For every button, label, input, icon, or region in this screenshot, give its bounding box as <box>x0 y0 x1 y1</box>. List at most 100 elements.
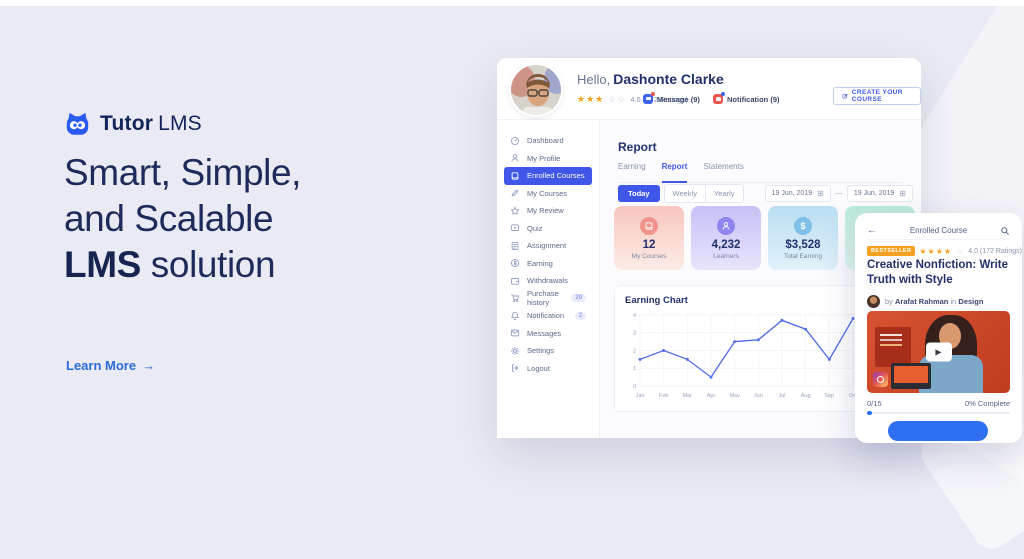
sidebar-item-withdrawals[interactable]: Withdrawals <box>504 272 592 290</box>
pill-weekly[interactable]: Weekly <box>672 189 697 198</box>
svg-text:Aug: Aug <box>801 393 811 399</box>
svg-text:2: 2 <box>633 348 636 354</box>
tab-report[interactable]: Report <box>661 162 688 183</box>
tab-earning[interactable]: Earning <box>618 162 646 171</box>
rating-text: 4.6 (172 Ratings) <box>630 95 688 104</box>
sidebar-item-label: Earning <box>527 258 553 268</box>
wallet-icon <box>510 276 520 286</box>
byline-text: by Arafat Rahman in Design <box>885 297 984 306</box>
sidebar-item-dashboard[interactable]: Dashboard <box>504 132 592 150</box>
sidebar-item-my-profile[interactable]: My Profile <box>504 150 592 168</box>
report-tabs: Earning Report Statements <box>618 162 903 183</box>
notification-badge: 2 <box>574 311 586 320</box>
purchase-history-badge: 29 <box>571 294 586 303</box>
play-button[interactable]: ▶ <box>925 342 952 362</box>
earning-chart-card: Earning Chart Jan Feb Mar Apr May Jun Jul Aug Se… <box>614 285 870 412</box>
bestseller-badge: BESTSELLER <box>867 246 916 256</box>
stat-label: Total Earning <box>784 252 822 260</box>
sidebar-item-label: Withdrawals <box>527 276 568 286</box>
stat-value: $3,528 <box>785 238 821 251</box>
pill-yearly[interactable]: Yearly <box>704 185 743 202</box>
svg-text:Sep: Sep <box>824 393 834 399</box>
pencil-icon <box>510 188 520 198</box>
tab-statements[interactable]: Statements <box>703 162 744 171</box>
greeting: Hello, Dashonte Clarke <box>577 71 724 87</box>
course-meta: BESTSELLER ★★★★ ☆ 4.0 (172 Ratings) <box>867 246 1022 256</box>
sidebar-item-label: My Profile <box>527 153 561 163</box>
date-range-dash: — <box>834 189 843 198</box>
message-label: Message (9) <box>657 94 700 104</box>
svg-text:1: 1 <box>633 366 636 372</box>
sidebar-item-label: My Courses <box>527 188 568 198</box>
svg-text:May: May <box>729 393 740 399</box>
star-icons-filled: ★★★ <box>577 94 605 104</box>
sidebar-item-enrolled-courses[interactable]: Enrolled Courses <box>504 167 592 185</box>
svg-text:4: 4 <box>633 313 636 319</box>
create-course-label: CREATE YOUR COURSE <box>851 89 903 103</box>
dollar-circle-icon <box>510 258 520 268</box>
range-pills: Today Weekly Yearly <box>618 184 744 203</box>
sidebar-item-messages[interactable]: Messages <box>504 325 592 343</box>
notification-link[interactable]: Notification (9) <box>713 92 780 104</box>
sidebar-item-label: Enrolled Courses <box>527 171 585 181</box>
document-icon <box>510 241 520 251</box>
brand-logo: Tutor LMS <box>64 110 202 137</box>
star-icon <box>510 206 520 216</box>
svg-text:0: 0 <box>633 384 636 390</box>
brand-name: Tutor LMS <box>100 111 202 135</box>
sidebar-item-label: My Review <box>527 206 564 216</box>
learn-more-label: Learn More <box>66 358 137 373</box>
learn-more-link[interactable]: Learn More → <box>66 358 155 373</box>
dashboard-icon <box>510 136 520 146</box>
sidebar-item-purchase-history[interactable]: Purchase history 29 <box>504 289 592 308</box>
sidebar-item-my-review[interactable]: My Review <box>504 202 592 220</box>
stat-value: 12 <box>642 238 656 251</box>
sidebar-item-earning[interactable]: Earning <box>504 255 592 273</box>
bell-icon <box>510 311 520 321</box>
sidebar-item-logout[interactable]: Logout <box>504 360 592 378</box>
svg-text:Feb: Feb <box>659 393 668 399</box>
course-category: Design <box>958 297 984 306</box>
stat-label: My Courses <box>631 252 667 260</box>
dollar-icon: $ <box>794 216 812 235</box>
sidebar-item-my-courses[interactable]: My Courses <box>504 185 592 203</box>
dashboard-panel: Hello, Dashonte Clarke ★★★ ☆☆ 4.6 (172 Rat… <box>497 58 921 438</box>
headline-line3: LMS solution <box>64 244 276 285</box>
sidebar-item-quiz[interactable]: Quiz <box>504 220 592 238</box>
svg-text:Apr: Apr <box>707 393 716 399</box>
progress-bar-fill <box>867 411 872 415</box>
sidebar-item-label: Settings <box>527 346 555 356</box>
create-course-button[interactable]: CREATE YOUR COURSE <box>833 87 921 105</box>
stat-value: 4,232 <box>711 238 741 251</box>
search-icon[interactable] <box>1000 226 1010 236</box>
user-rating: ★★★ ☆☆ 4.6 (172 Ratings) <box>577 94 688 105</box>
svg-text:Mar: Mar <box>683 393 693 399</box>
calendar-icon: ⊞ <box>899 189 906 198</box>
svg-text:Jan: Jan <box>636 393 645 399</box>
earning-chart-title: Earning Chart <box>625 295 688 306</box>
instagram-icon <box>873 372 888 387</box>
report-filters: Today Weekly Yearly 19 Jun, 2019 ⊞ — 19 … <box>618 184 913 203</box>
progress-count: 0/15 <box>867 399 882 408</box>
sidebar-item-settings[interactable]: Settings <box>504 342 592 360</box>
sidebar-item-label: Purchase history <box>527 289 559 308</box>
date-from-input[interactable]: 19 Jun, 2019 ⊞ <box>764 185 831 202</box>
stat-card-learners: 4,232 Learners <box>691 206 761 270</box>
progress-row: 0/15 0% Complete <box>867 399 1010 408</box>
svg-text:3: 3 <box>633 331 636 337</box>
sidebar-item-notification[interactable]: Notification 2 <box>504 307 592 325</box>
stat-label: Learners <box>713 252 739 260</box>
back-arrow-icon[interactable]: ← <box>867 225 877 236</box>
continue-button[interactable] <box>888 421 988 441</box>
progress-bar[interactable] <box>867 411 1010 415</box>
message-link[interactable]: Message (9) <box>643 92 700 104</box>
stat-card-total-earning: $ $3,528 Total Earning <box>768 206 838 270</box>
pill-today[interactable]: Today <box>618 185 660 202</box>
gear-icon <box>510 346 520 356</box>
quiz-icon <box>510 223 520 233</box>
date-to-input[interactable]: 19 Jun, 2019 ⊞ <box>846 185 913 202</box>
sidebar-item-assignment[interactable]: Assignment <box>504 237 592 255</box>
course-rating-text: 4.0 (172 Ratings) <box>968 247 1022 255</box>
course-card-header: ← Enrolled Course <box>867 222 1010 240</box>
sidebar-item-label: Assignment <box>527 241 567 251</box>
